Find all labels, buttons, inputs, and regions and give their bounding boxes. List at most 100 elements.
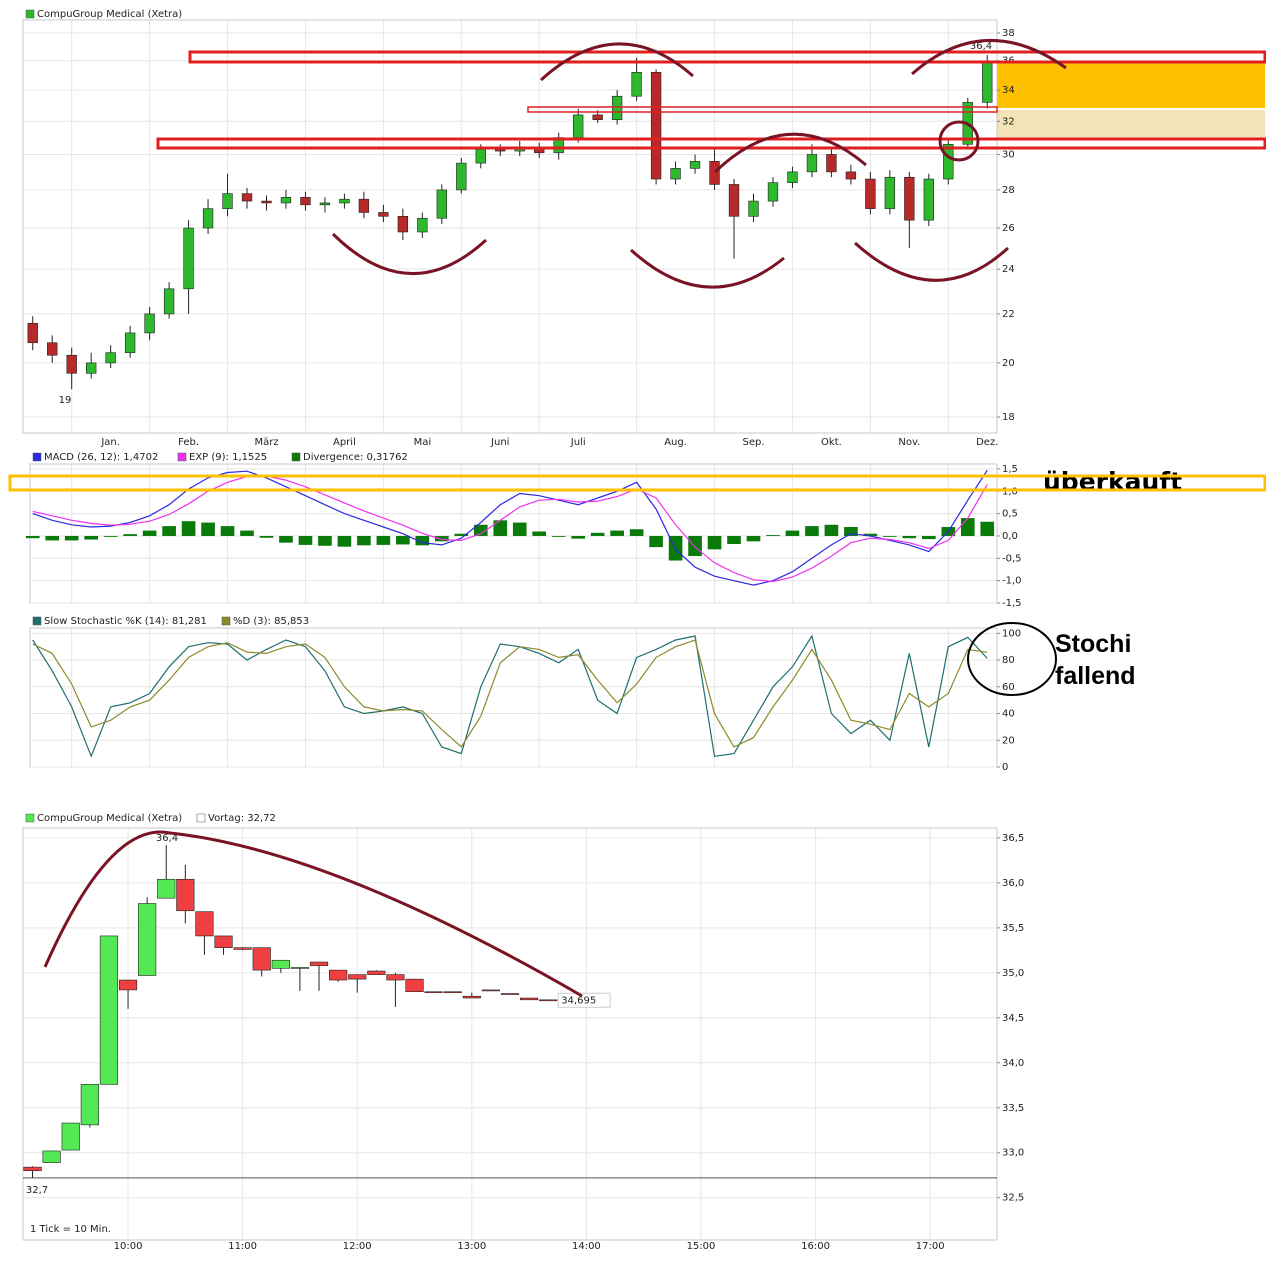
bar [590, 532, 605, 536]
x-tick-label: 16:00 [801, 1241, 830, 1252]
resistance-box [188, 50, 1266, 64]
candle-body [865, 178, 876, 209]
candle-body [23, 1166, 42, 1172]
candle-body [261, 200, 272, 204]
legend-swatch [177, 452, 187, 462]
candle-body [845, 171, 857, 180]
candle-body [183, 227, 194, 290]
candle-body [280, 197, 292, 204]
bar [707, 535, 722, 550]
bar [337, 535, 352, 547]
drawings [8, 39, 1266, 998]
bar [863, 533, 878, 536]
y-tick-label: 26 [1002, 223, 1015, 234]
x-tick-label: 10:00 [114, 1241, 143, 1252]
candle-body [826, 154, 837, 173]
candle-body [520, 997, 539, 1001]
y-tick-label: 0,5 [1002, 509, 1018, 520]
bar [629, 529, 644, 536]
candle-body [500, 993, 520, 995]
bar [318, 535, 332, 546]
legend-swatch [25, 9, 35, 19]
pattern-arcs [43, 39, 1067, 998]
x-tick-label: Nov. [898, 437, 920, 448]
x-tick-label: April [333, 437, 356, 448]
x-tick-label: 17:00 [916, 1241, 945, 1252]
annotation: 36,4 [970, 41, 992, 52]
arc [853, 241, 1010, 282]
y-tick-label: -0,5 [1002, 553, 1022, 564]
bar [201, 522, 215, 536]
bar [64, 535, 79, 541]
candle-body [222, 193, 233, 209]
candle-body [806, 154, 818, 173]
bar [259, 535, 274, 538]
candle-body [495, 149, 506, 152]
y-tick-label: 28 [1002, 185, 1015, 196]
legend-label: Divergence: 0,31762 [303, 452, 408, 463]
candle-body [456, 162, 467, 191]
bar [181, 521, 196, 536]
bar [727, 535, 741, 545]
x-tick-label: Dez. [976, 437, 998, 448]
candle-body [176, 878, 195, 912]
y-tick-label: 32 [1002, 116, 1015, 127]
series-line [32, 634, 988, 758]
candle-body [61, 1122, 80, 1151]
bar [162, 526, 176, 536]
annotation: überkauft [1043, 467, 1182, 496]
candle-body [481, 989, 500, 992]
y-tick-label: 1,0 [1002, 486, 1018, 497]
bar [902, 535, 917, 539]
x-tick-label: 15:00 [687, 1241, 716, 1252]
neckline-box [527, 106, 998, 113]
bar [396, 535, 410, 545]
x-tick-label: 12:00 [343, 1241, 372, 1252]
marks: Jan. Feb. März April Mai Juni Juli Aug. Sep. Okt.… [22, 9, 1182, 1252]
bar [551, 535, 566, 537]
x-tick-label: Mai [414, 437, 432, 448]
series-line [32, 469, 988, 586]
bar [571, 535, 585, 539]
bar [922, 535, 936, 540]
bar [279, 535, 293, 543]
arc [713, 132, 867, 174]
y-tick-label: 33,0 [1002, 1148, 1024, 1159]
candle-body [378, 212, 389, 217]
bar [766, 535, 780, 536]
y-tick-label: 0 [1002, 762, 1008, 773]
legend-label: CompuGroup Medical (Xetra) [37, 9, 182, 20]
candle-body [27, 323, 38, 344]
circle [967, 622, 1057, 696]
support-zone [997, 110, 1265, 138]
candle-body [309, 961, 329, 966]
candle-body [124, 332, 136, 354]
annotation: 36,4 [156, 833, 178, 844]
candle-body [443, 991, 462, 994]
last-price-label: 34,695 [561, 995, 596, 1006]
candle-body [319, 202, 331, 206]
overbought-box [8, 474, 1266, 492]
arc [911, 39, 1067, 76]
bar [220, 526, 235, 536]
series-line [32, 475, 988, 583]
bar [746, 535, 761, 542]
candle-body [358, 198, 370, 213]
bar [25, 535, 40, 539]
candle-body [66, 354, 77, 374]
candle-body [157, 878, 176, 899]
candle-body [348, 974, 367, 980]
legend-label: EXP (9): 1,1525 [189, 452, 267, 463]
legend-swatch [196, 813, 206, 823]
candle-body [47, 342, 58, 356]
plot-frame [22, 827, 998, 1241]
candle-body [611, 95, 623, 120]
x-tick-label: Okt. [821, 437, 842, 448]
y-tick-label: 35,5 [1002, 923, 1024, 934]
candle-body [539, 999, 558, 1002]
circle [938, 120, 980, 162]
candle-body [397, 215, 409, 233]
candle-body [42, 1150, 61, 1163]
annotation: 19 [59, 395, 72, 406]
y-tick-label: 36,5 [1002, 833, 1024, 844]
